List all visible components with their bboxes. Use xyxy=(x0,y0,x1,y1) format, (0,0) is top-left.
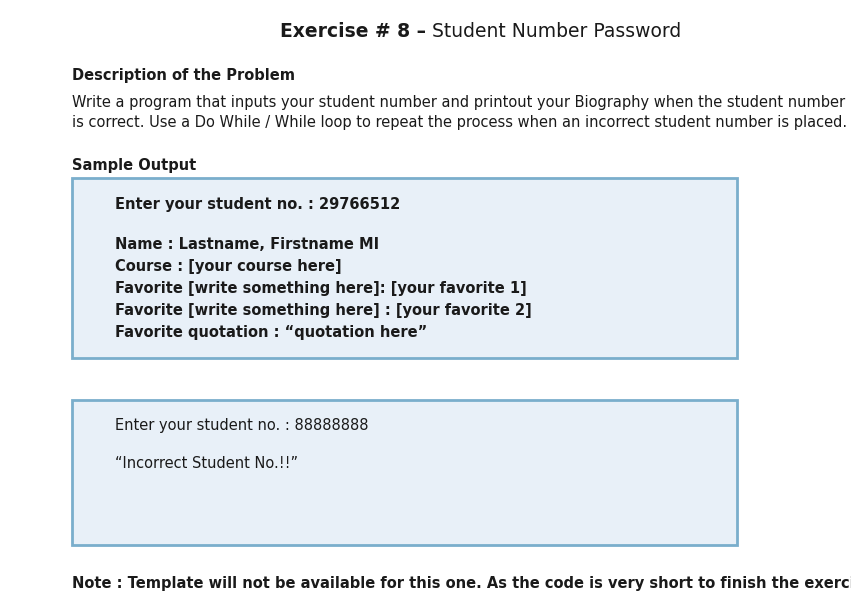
Text: Name : Lastname, Firstname MI: Name : Lastname, Firstname MI xyxy=(115,237,380,252)
Text: Write a program that inputs your student number and printout your Biography when: Write a program that inputs your student… xyxy=(72,95,845,110)
Text: Enter your student no. : 29766512: Enter your student no. : 29766512 xyxy=(115,197,400,212)
Text: Favorite quotation : “quotation here”: Favorite quotation : “quotation here” xyxy=(115,325,427,340)
Text: Sample Output: Sample Output xyxy=(72,158,197,173)
FancyBboxPatch shape xyxy=(72,178,737,358)
Text: Description of the Problem: Description of the Problem xyxy=(72,68,295,83)
Text: Note : Template will not be available for this one. As the code is very short to: Note : Template will not be available fo… xyxy=(72,576,851,591)
Text: “Incorrect Student No.!!”: “Incorrect Student No.!!” xyxy=(115,456,298,471)
Text: is correct. Use a Do While / While loop to repeat the process when an incorrect : is correct. Use a Do While / While loop … xyxy=(72,115,847,130)
Text: Favorite [write something here]: [your favorite 1]: Favorite [write something here]: [your f… xyxy=(115,281,527,296)
FancyBboxPatch shape xyxy=(72,400,737,545)
Text: Student Number Password: Student Number Password xyxy=(426,22,681,41)
Text: Favorite [write something here] : [your favorite 2]: Favorite [write something here] : [your … xyxy=(115,303,532,318)
Text: Course : [your course here]: Course : [your course here] xyxy=(115,259,341,274)
Text: Enter your student no. : 88888888: Enter your student no. : 88888888 xyxy=(115,418,368,433)
Text: Exercise # 8 –: Exercise # 8 – xyxy=(279,22,426,41)
